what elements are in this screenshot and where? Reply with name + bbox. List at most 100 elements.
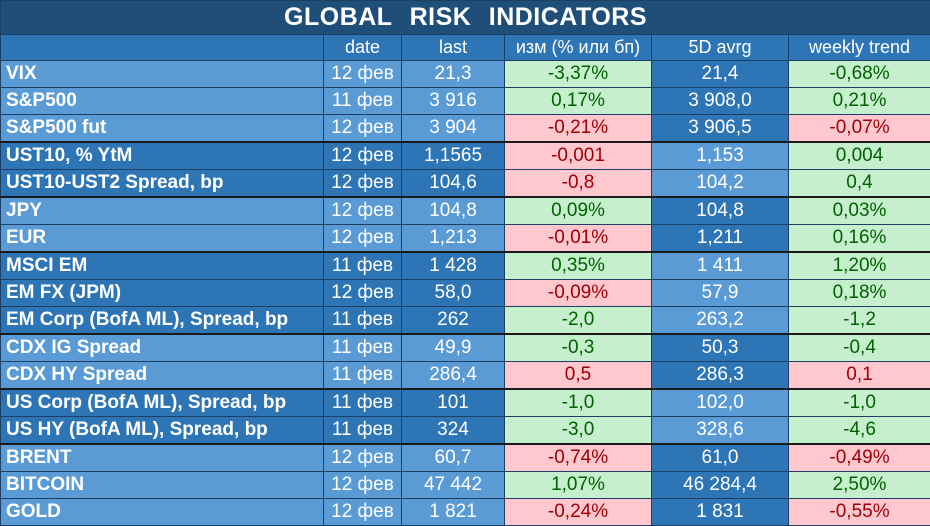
indicator-name-cell: GOLD [1, 499, 324, 526]
change-cell: -0,001 [505, 142, 652, 170]
indicator-name-cell: VIX [1, 61, 324, 88]
five-day-average-cell: 46 284,4 [652, 472, 789, 499]
last-value-cell: 104,8 [402, 197, 505, 225]
change-cell: -0,74% [505, 444, 652, 472]
five-day-average-cell: 57,9 [652, 280, 789, 307]
date-cell: 12 фев [324, 61, 402, 88]
indicator-name-cell: S&P500 [1, 88, 324, 115]
five-day-average-cell: 50,3 [652, 334, 789, 362]
weekly-trend-cell: -1,2 [789, 307, 930, 335]
date-cell: 12 фев [324, 444, 402, 472]
weekly-trend-cell: 0,1 [789, 362, 930, 390]
header-last: last [402, 35, 505, 61]
change-cell: -2,0 [505, 307, 652, 335]
five-day-average-cell: 3 906,5 [652, 115, 789, 143]
last-value-cell: 21,3 [402, 61, 505, 88]
last-value-cell: 60,7 [402, 444, 505, 472]
last-value-cell: 49,9 [402, 334, 505, 362]
indicator-name-cell: EM FX (JPM) [1, 280, 324, 307]
date-cell: 11 фев [324, 362, 402, 390]
five-day-average-cell: 1 411 [652, 252, 789, 280]
change-cell: -0,21% [505, 115, 652, 143]
indicator-name-cell: CDX IG Spread [1, 334, 324, 362]
five-day-average-cell: 104,2 [652, 170, 789, 198]
weekly-trend-cell: -1,0 [789, 389, 930, 417]
five-day-average-cell: 286,3 [652, 362, 789, 390]
last-value-cell: 101 [402, 389, 505, 417]
last-value-cell: 104,6 [402, 170, 505, 198]
last-value-cell: 286,4 [402, 362, 505, 390]
five-day-average-cell: 21,4 [652, 61, 789, 88]
date-cell: 12 фев [324, 472, 402, 499]
date-cell: 12 фев [324, 170, 402, 198]
date-cell: 11 фев [324, 252, 402, 280]
indicator-name-cell: US Corp (BofA ML), Spread, bp [1, 389, 324, 417]
indicator-name-cell: JPY [1, 197, 324, 225]
date-cell: 12 фев [324, 142, 402, 170]
weekly-trend-cell: 0,18% [789, 280, 930, 307]
indicator-name-cell: EUR [1, 225, 324, 253]
indicator-name-cell: BITCOIN [1, 472, 324, 499]
header-change: изм (% или бп) [505, 35, 652, 61]
date-cell: 11 фев [324, 334, 402, 362]
change-cell: -0,01% [505, 225, 652, 253]
header-5d-average: 5D avrg [652, 35, 789, 61]
indicator-name-cell: BRENT [1, 444, 324, 472]
change-cell: 0,09% [505, 197, 652, 225]
change-cell: -0,3 [505, 334, 652, 362]
five-day-average-cell: 1,153 [652, 142, 789, 170]
last-value-cell: 1 821 [402, 499, 505, 526]
date-cell: 11 фев [324, 88, 402, 115]
weekly-trend-cell: -0,07% [789, 115, 930, 143]
change-cell: -0,8 [505, 170, 652, 198]
weekly-trend-cell: 0,004 [789, 142, 930, 170]
weekly-trend-cell: 2,50% [789, 472, 930, 499]
change-cell: -0,09% [505, 280, 652, 307]
date-cell: 12 фев [324, 115, 402, 143]
change-cell: 0,5 [505, 362, 652, 390]
indicator-name-cell: MSCI EM [1, 252, 324, 280]
weekly-trend-cell: 0,21% [789, 88, 930, 115]
weekly-trend-cell: 0,4 [789, 170, 930, 198]
weekly-trend-cell: -0,4 [789, 334, 930, 362]
weekly-trend-cell: -0,49% [789, 444, 930, 472]
header-row: date last изм (% или бп) 5D avrg weekly … [1, 35, 930, 61]
date-cell: 11 фев [324, 417, 402, 445]
change-cell: -0,24% [505, 499, 652, 526]
last-value-cell: 262 [402, 307, 505, 335]
indicator-name-cell: S&P500 fut [1, 115, 324, 143]
change-cell: 1,07% [505, 472, 652, 499]
header-name [1, 35, 324, 61]
change-cell: -1,0 [505, 389, 652, 417]
weekly-trend-cell: -0,55% [789, 499, 930, 526]
last-value-cell: 58,0 [402, 280, 505, 307]
last-value-cell: 1,213 [402, 225, 505, 253]
five-day-average-cell: 1 831 [652, 499, 789, 526]
last-value-cell: 1 428 [402, 252, 505, 280]
five-day-average-cell: 328,6 [652, 417, 789, 445]
five-day-average-cell: 61,0 [652, 444, 789, 472]
title-row: GLOBAL RISK INDICATORS [1, 1, 930, 35]
date-cell: 12 фев [324, 197, 402, 225]
indicator-name-cell: UST10-UST2 Spread, bp [1, 170, 324, 198]
change-cell: -3,37% [505, 61, 652, 88]
indicator-name-cell: UST10, % YtM [1, 142, 324, 170]
date-cell: 12 фев [324, 499, 402, 526]
last-value-cell: 1,1565 [402, 142, 505, 170]
weekly-trend-cell: -4,6 [789, 417, 930, 445]
